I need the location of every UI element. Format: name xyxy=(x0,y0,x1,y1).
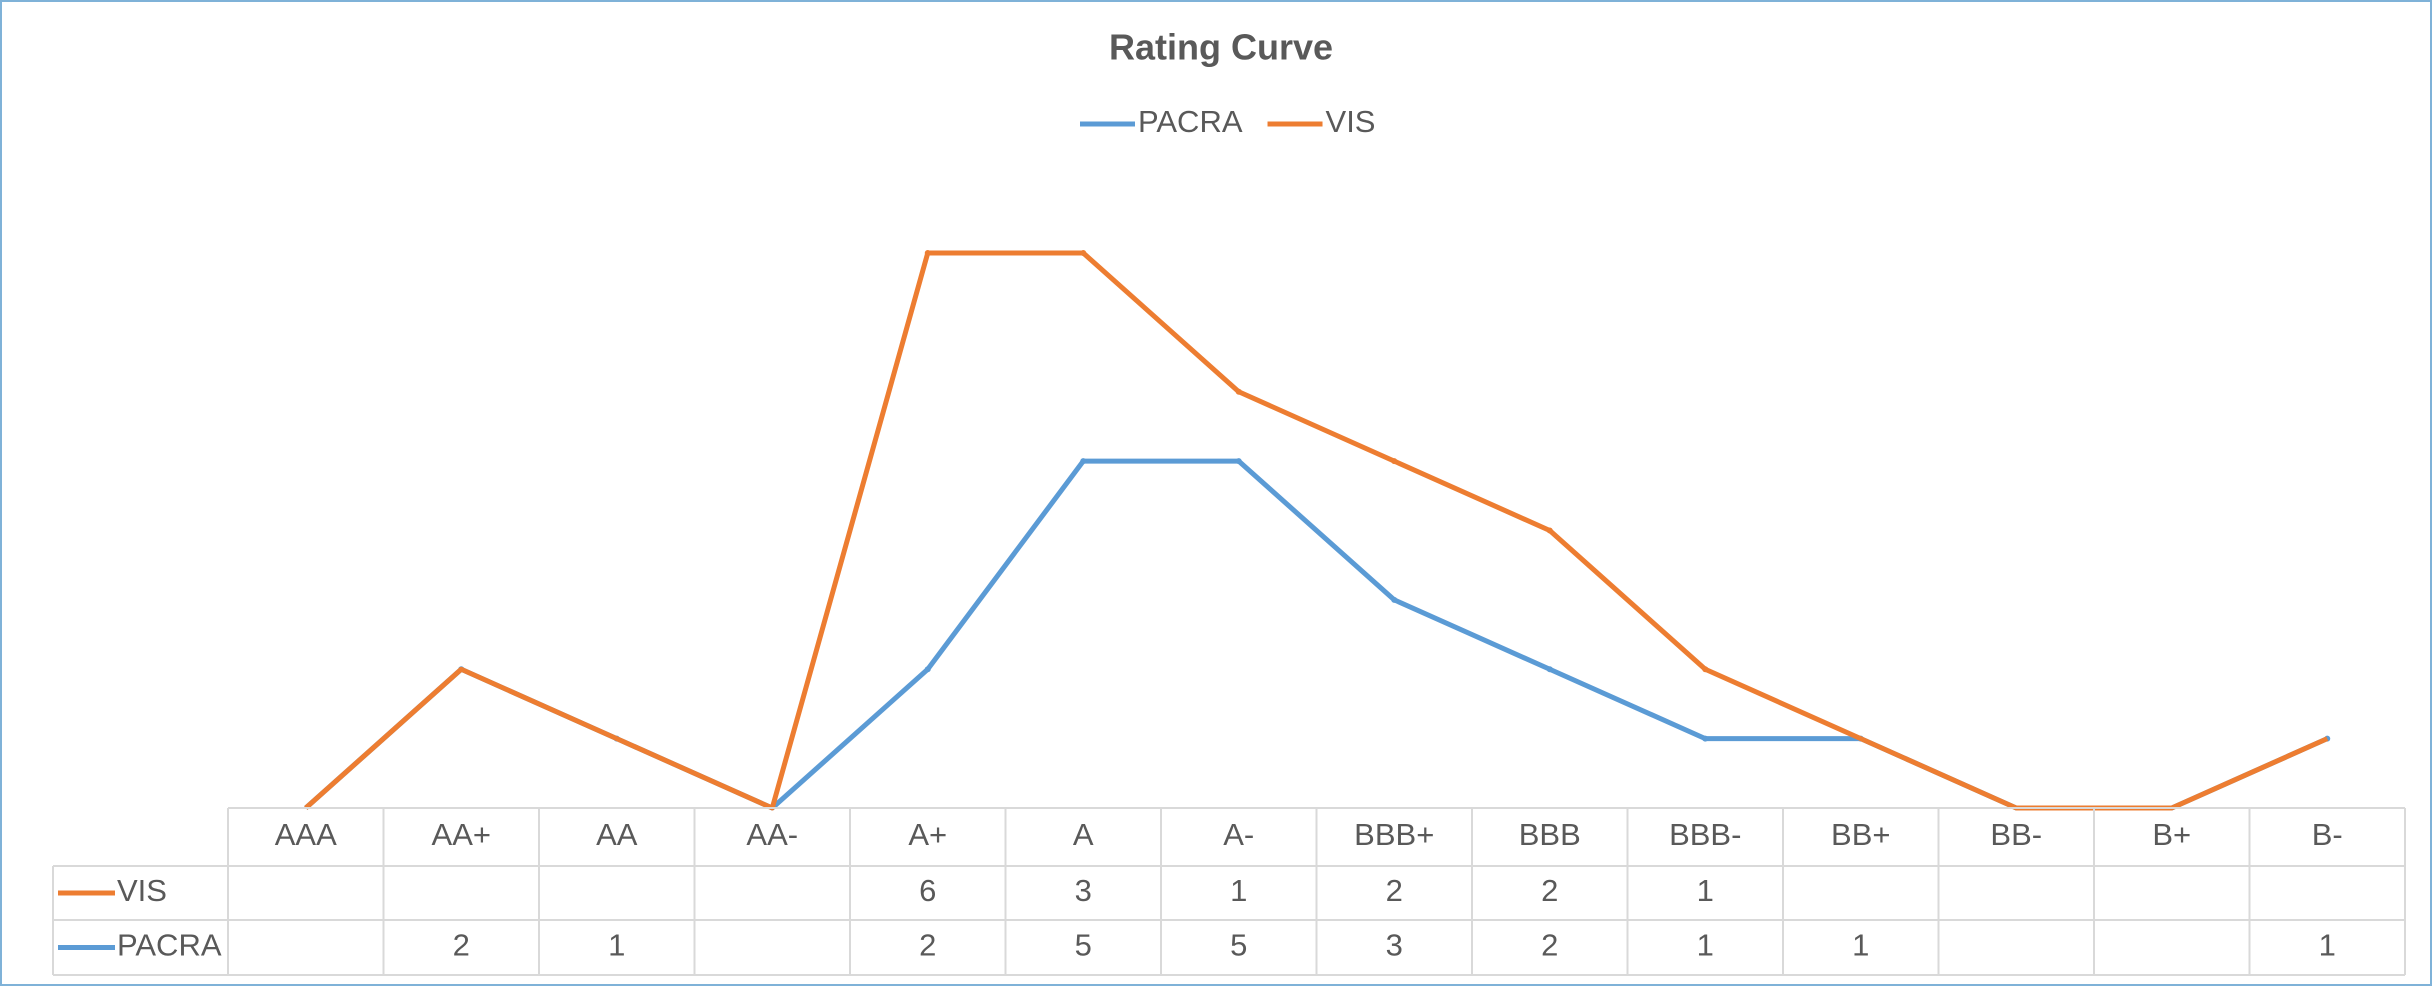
data-point xyxy=(1546,666,1553,673)
data-point xyxy=(1702,735,1709,742)
x-tick-label: BBB+ xyxy=(1354,817,1434,852)
x-tick-label: AA+ xyxy=(432,817,491,852)
data-point xyxy=(1702,666,1709,673)
data-point xyxy=(924,666,931,673)
x-tick-label: A xyxy=(1073,817,1094,852)
table-cell: 3 xyxy=(1386,928,1403,963)
x-tick-label: B+ xyxy=(2152,817,2191,852)
table-cell: 2 xyxy=(1386,873,1403,908)
table-cell: 1 xyxy=(2319,928,2336,963)
table-cell: 2 xyxy=(1541,873,1558,908)
x-tick-label: AA xyxy=(596,817,638,852)
table-cell: 2 xyxy=(919,928,936,963)
x-tick-label: BBB- xyxy=(1669,817,1741,852)
x-tick-label: A+ xyxy=(908,817,947,852)
chart-title: Rating Curve xyxy=(1109,27,1333,68)
data-point xyxy=(1080,250,1087,256)
table-row-label: VIS xyxy=(117,873,167,908)
table-cell: 6 xyxy=(919,873,936,908)
data-point xyxy=(1546,527,1553,534)
x-tick-label: BB- xyxy=(1990,817,2042,852)
data-point xyxy=(1391,458,1398,465)
data-point xyxy=(1391,596,1398,603)
data-point xyxy=(1080,458,1087,465)
data-point xyxy=(1235,388,1242,395)
x-tick-label: A- xyxy=(1223,817,1254,852)
table-cell: 1 xyxy=(608,928,625,963)
x-tick-label: B- xyxy=(2312,817,2343,852)
table-cell: 1 xyxy=(1230,873,1247,908)
table-cell: 1 xyxy=(1697,873,1714,908)
table-cell: 1 xyxy=(1697,928,1714,963)
x-tick-label: BB+ xyxy=(1831,817,1890,852)
table-cell: 5 xyxy=(1075,928,1092,963)
table-cell: 2 xyxy=(1541,928,1558,963)
table-cell: 1 xyxy=(1852,928,1869,963)
series-line xyxy=(304,250,2329,811)
data-point xyxy=(1235,458,1242,465)
x-tick-label: BBB xyxy=(1519,817,1581,852)
table-cell: 2 xyxy=(453,928,470,963)
table-row-label: PACRA xyxy=(117,928,222,963)
data-point xyxy=(924,250,931,256)
legend-label: PACRA xyxy=(1138,104,1243,139)
legend-label: VIS xyxy=(1326,104,1376,139)
x-tick-label: AAA xyxy=(275,817,337,852)
table-cell: 3 xyxy=(1075,873,1092,908)
table-cell: 5 xyxy=(1230,928,1247,963)
x-tick-label: AA- xyxy=(746,817,798,852)
